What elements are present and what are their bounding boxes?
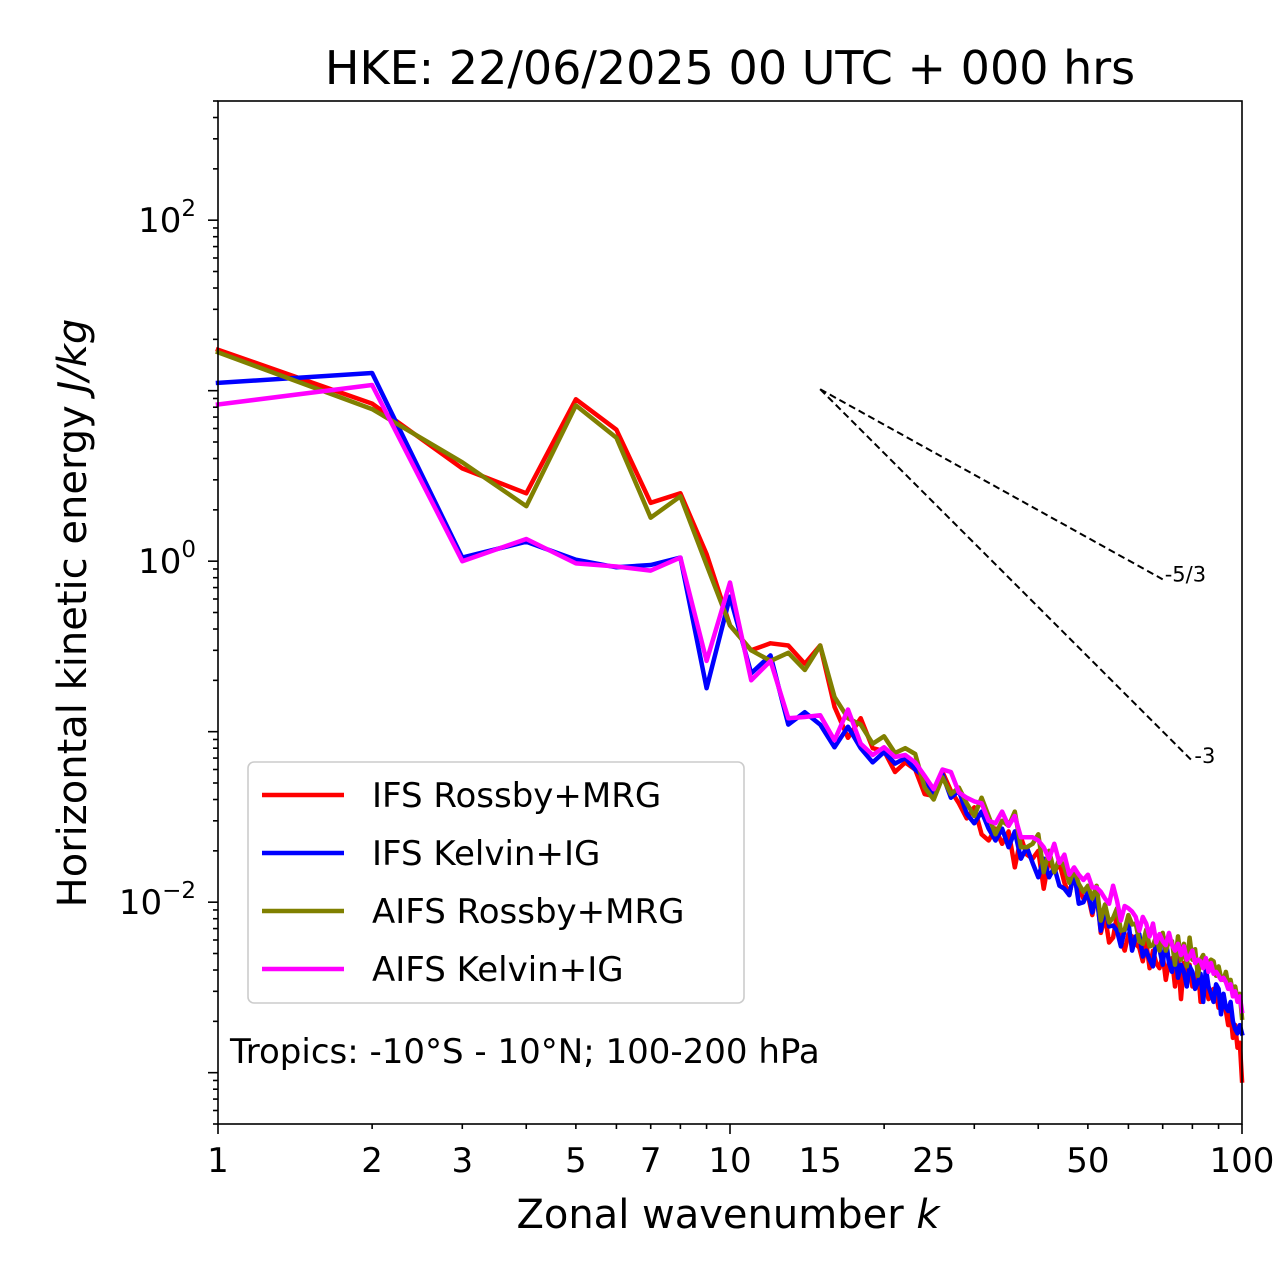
y-tick-base: 10 <box>138 542 181 582</box>
y-tick-base: 10 <box>119 883 162 923</box>
x-axis-ticks: 1 2 3 5 7 10 15 25 50 100 <box>207 1124 1274 1181</box>
y-axis-label: Horizontal kinetic energy J/kg <box>50 319 96 908</box>
region-annotation: Tropics: -10°S - 10°N; 100-200 hPa <box>229 1032 820 1072</box>
y-axis-label-unit: J/kg <box>50 319 96 400</box>
x-axis-label-text: Zonal wavenumber <box>516 1192 904 1238</box>
legend-entries: IFS Rossby+MRG IFS Kelvin+IG AIFS Rossby+M… <box>262 776 684 990</box>
x-tick-label: 3 <box>451 1141 473 1181</box>
series-layer <box>215 346 1245 1083</box>
reference-slopes: -5/3 -3 <box>819 388 1215 768</box>
y-tick-label: 100 <box>138 537 196 582</box>
slope-label-0: -5/3 <box>1165 562 1206 586</box>
y-tick-base: 10 <box>138 201 181 241</box>
x-tick-label: 25 <box>912 1141 955 1181</box>
chart-title: HKE: 22/06/2025 00 UTC + 000 hrs <box>325 41 1135 95</box>
legend-label-2: AIFS Rossby+MRG <box>372 892 684 932</box>
legend: IFS Rossby+MRG IFS Kelvin+IG AIFS Rossby+M… <box>247 761 745 1004</box>
slope-label-1: -3 <box>1194 744 1215 768</box>
legend-label-3: AIFS Kelvin+IG <box>372 950 624 990</box>
y-tick-exponent: 0 <box>181 537 196 563</box>
x-tick-label: 7 <box>640 1141 662 1181</box>
y-tick-exponent: −2 <box>162 878 196 904</box>
y-tick-label: 102 <box>138 196 196 241</box>
x-tick-label: 2 <box>361 1141 383 1181</box>
y-tick-label: 10−2 <box>119 878 196 923</box>
x-axis-label-var: k <box>916 1192 941 1238</box>
legend-box <box>247 761 745 1004</box>
legend-label-1: IFS Kelvin+IG <box>372 834 600 874</box>
y-axis-label-text: Horizontal kinetic energy <box>50 405 96 907</box>
x-tick-label: 10 <box>708 1141 751 1181</box>
x-tick-label: 15 <box>799 1141 842 1181</box>
y-tick-exponent: 2 <box>181 196 196 222</box>
series-line-3 <box>215 382 1245 1014</box>
x-tick-label: 50 <box>1066 1141 1109 1181</box>
x-axis-label: Zonal wavenumber k <box>516 1192 941 1238</box>
legend-label-0: IFS Rossby+MRG <box>372 776 661 816</box>
series-line-1 <box>215 370 1245 1037</box>
x-tick-label: 5 <box>565 1141 587 1181</box>
x-tick-label: 100 <box>1210 1141 1275 1181</box>
x-tick-label: 1 <box>207 1141 229 1181</box>
